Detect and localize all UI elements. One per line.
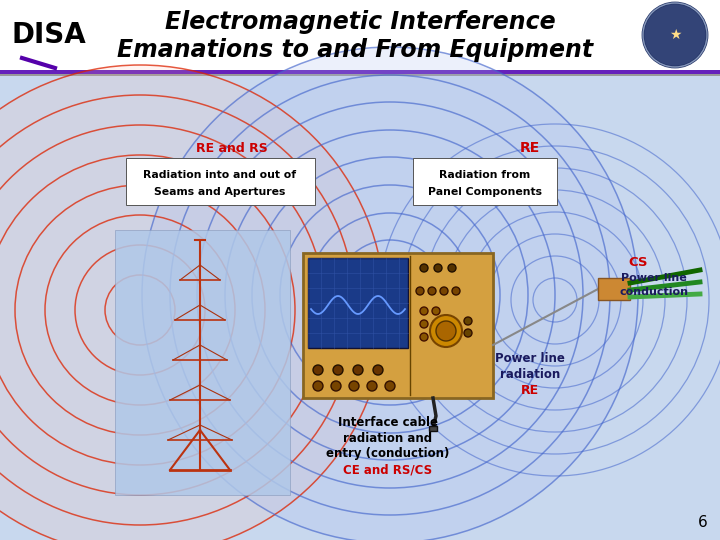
Circle shape — [333, 365, 343, 375]
Text: Power line: Power line — [495, 352, 565, 365]
Bar — [0, 74, 720, 76]
Text: ★: ★ — [669, 28, 681, 42]
Bar — [598, 278, 630, 300]
Circle shape — [373, 365, 383, 375]
Bar — [0, 70, 720, 74]
Bar — [115, 230, 290, 495]
Circle shape — [331, 381, 341, 391]
Circle shape — [434, 264, 442, 272]
Circle shape — [313, 365, 323, 375]
Text: Radiation into and out of: Radiation into and out of — [143, 170, 297, 180]
Text: Panel Components: Panel Components — [428, 187, 542, 197]
Text: conduction: conduction — [619, 287, 688, 297]
Circle shape — [643, 3, 707, 67]
Text: RE: RE — [520, 141, 540, 155]
Circle shape — [432, 307, 440, 315]
Text: Radiation from: Radiation from — [439, 170, 531, 180]
FancyBboxPatch shape — [413, 158, 557, 205]
Text: Interface cable: Interface cable — [338, 415, 438, 429]
Circle shape — [353, 365, 363, 375]
Circle shape — [0, 65, 385, 540]
Circle shape — [432, 320, 440, 328]
Text: radiation and: radiation and — [343, 431, 433, 444]
Text: CS: CS — [629, 255, 648, 268]
Circle shape — [464, 317, 472, 325]
Bar — [429, 426, 437, 431]
Circle shape — [385, 381, 395, 391]
Circle shape — [432, 333, 440, 341]
Circle shape — [448, 264, 456, 272]
Circle shape — [416, 287, 424, 295]
Bar — [308, 258, 408, 348]
Circle shape — [464, 329, 472, 337]
Circle shape — [367, 381, 377, 391]
Circle shape — [420, 320, 428, 328]
Circle shape — [142, 47, 638, 540]
Bar — [303, 253, 493, 398]
Circle shape — [430, 315, 462, 347]
FancyBboxPatch shape — [126, 158, 315, 205]
Text: Seams and Apertures: Seams and Apertures — [154, 187, 286, 197]
Circle shape — [452, 287, 460, 295]
Bar — [0, 0, 720, 70]
Text: Emanations to and From Equipment: Emanations to and From Equipment — [117, 38, 593, 62]
Bar — [0, 76, 720, 540]
Text: RE: RE — [521, 383, 539, 396]
Text: Power line: Power line — [621, 273, 687, 283]
Circle shape — [436, 321, 456, 341]
Text: DISA: DISA — [12, 21, 86, 49]
Text: RE and RS: RE and RS — [196, 141, 268, 154]
Text: 6: 6 — [698, 515, 708, 530]
Circle shape — [440, 287, 448, 295]
Circle shape — [420, 307, 428, 315]
Text: radiation: radiation — [500, 368, 560, 381]
Text: Electromagnetic Interference: Electromagnetic Interference — [165, 10, 555, 34]
Text: CE and RS/CS: CE and RS/CS — [343, 463, 433, 476]
Circle shape — [349, 381, 359, 391]
Circle shape — [313, 381, 323, 391]
Circle shape — [420, 264, 428, 272]
Circle shape — [420, 333, 428, 341]
Text: entry (conduction): entry (conduction) — [326, 448, 450, 461]
Circle shape — [428, 287, 436, 295]
